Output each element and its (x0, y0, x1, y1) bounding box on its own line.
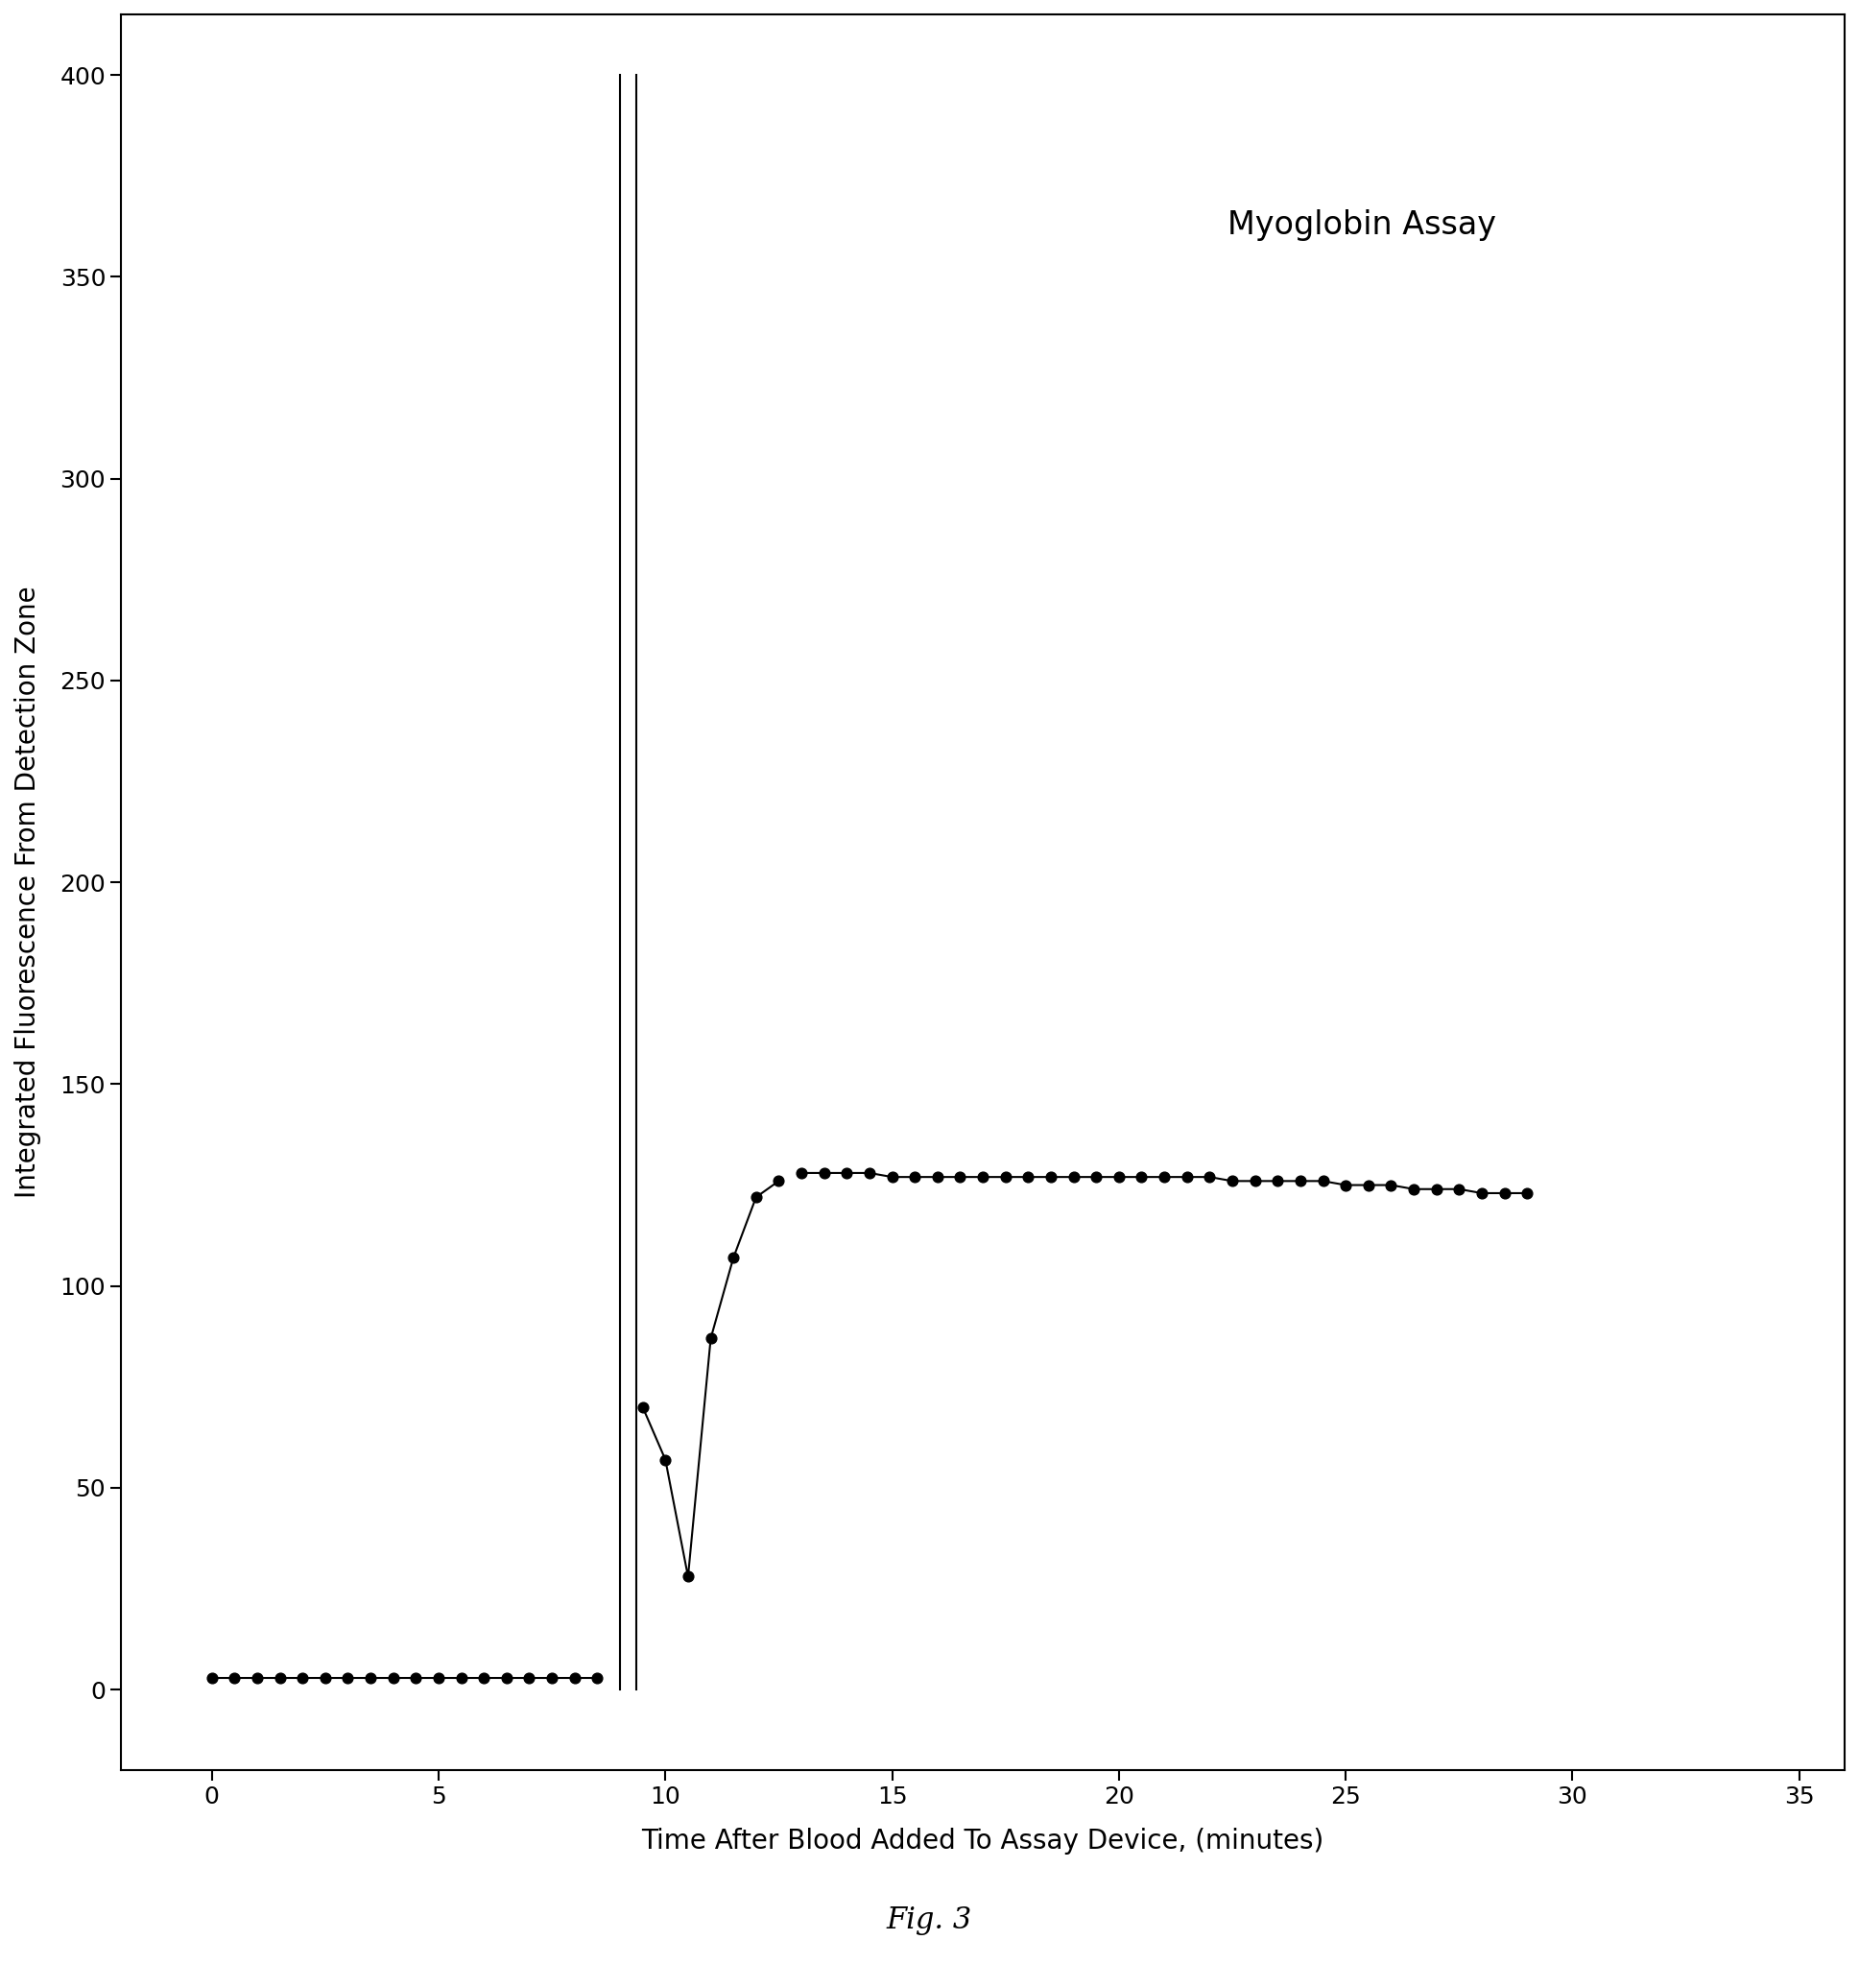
Point (1444, 1173, 1474, 1205)
Y-axis label: Integrated Fluorescence From Detection Zone: Integrated Fluorescence From Detection Z… (15, 586, 41, 1199)
Point (402, 1662, 431, 1694)
Point (1511, 1177, 1541, 1209)
Point (266, 1662, 296, 1694)
Point (719, 1242, 749, 1274)
Point (1035, 1161, 1065, 1193)
Point (333, 1662, 363, 1694)
Point (922, 1161, 952, 1193)
Point (1309, 1165, 1338, 1197)
Point (764, 1165, 794, 1197)
Point (1331, 1169, 1361, 1201)
Point (628, 1392, 658, 1423)
Point (1422, 1173, 1452, 1205)
Point (1262, 1165, 1292, 1197)
Point (1171, 1161, 1201, 1193)
X-axis label: Time After Blood Added To Assay Device, (minutes): Time After Blood Added To Assay Device, … (641, 1827, 1324, 1855)
Point (1104, 1161, 1134, 1193)
Point (468, 1662, 498, 1694)
Point (833, 1157, 863, 1189)
Point (900, 1161, 930, 1193)
Point (1149, 1161, 1179, 1193)
Point (1195, 1161, 1225, 1193)
Point (1218, 1165, 1247, 1197)
Point (1353, 1169, 1383, 1201)
Point (969, 1161, 998, 1193)
Point (1240, 1165, 1270, 1197)
Point (493, 1662, 522, 1694)
Point (1376, 1169, 1405, 1201)
Point (855, 1157, 885, 1189)
Point (219, 1662, 249, 1694)
Point (310, 1662, 340, 1694)
Point (695, 1322, 725, 1354)
Point (424, 1662, 454, 1694)
Point (582, 1662, 612, 1694)
Point (355, 1662, 385, 1694)
Point (1013, 1161, 1043, 1193)
Point (1489, 1177, 1519, 1209)
Point (446, 1662, 476, 1694)
Point (537, 1662, 567, 1694)
Point (786, 1157, 816, 1189)
Point (242, 1662, 271, 1694)
Point (809, 1157, 838, 1189)
Point (991, 1161, 1021, 1193)
Point (1082, 1161, 1112, 1193)
Point (379, 1662, 409, 1694)
Text: Myoglobin Assay: Myoglobin Assay (1227, 209, 1496, 241)
Point (197, 1662, 227, 1694)
Point (1467, 1177, 1496, 1209)
Point (1058, 1161, 1088, 1193)
Point (1285, 1165, 1314, 1197)
Text: Fig. 3: Fig. 3 (887, 1905, 972, 1934)
Point (288, 1662, 318, 1694)
Point (560, 1662, 589, 1694)
Point (673, 1561, 703, 1592)
Point (742, 1181, 771, 1213)
Point (651, 1443, 680, 1475)
Point (1127, 1161, 1156, 1193)
Point (944, 1161, 974, 1193)
Point (1398, 1173, 1428, 1205)
Point (877, 1161, 907, 1193)
Point (515, 1662, 545, 1694)
